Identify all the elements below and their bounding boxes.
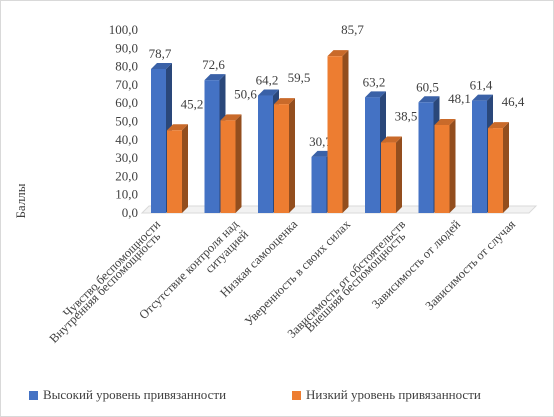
x-category-label: Зависимость от обстоятельств (285, 217, 409, 341)
y-tick-label: 100,0 (109, 22, 138, 37)
bar-top (274, 98, 295, 105)
bar-top (258, 89, 279, 96)
legend-label-low: Низкий уровень привязанности (306, 387, 481, 402)
legend-item-low: Низкий уровень привязанности (292, 387, 481, 403)
bar (151, 68, 166, 213)
data-label: 38,5 (395, 109, 418, 124)
bar-top (151, 62, 172, 69)
data-label: 61,4 (470, 78, 493, 93)
legend: Высокий уровень привязанности Низкий уро… (1, 387, 554, 409)
data-label: 45,2 (181, 96, 204, 111)
bar-side (235, 114, 242, 213)
bar (488, 128, 503, 213)
x-category-label: Внутренняя беспомощность (47, 229, 164, 346)
bar-side (396, 136, 402, 213)
bar-top (365, 91, 386, 98)
data-label: 60,5 (416, 79, 439, 94)
data-label: 85,7 (341, 22, 364, 37)
data-label: 59,5 (288, 70, 311, 85)
y-tick-label: 50,0 (115, 114, 138, 129)
y-tick-label: 70,0 (115, 77, 138, 92)
y-tick-label: 80,0 (115, 59, 138, 74)
data-label: 50,6 (234, 86, 257, 101)
bar (258, 95, 273, 213)
y-tick-label: 90,0 (115, 40, 138, 55)
bar (365, 97, 380, 213)
bar-side (342, 50, 349, 213)
bar-side (503, 122, 509, 213)
data-label: 72,6 (202, 57, 225, 72)
bar-top (488, 122, 509, 129)
bar-top (220, 114, 242, 121)
data-label: 48,1 (448, 91, 471, 106)
y-tick-label: 30,0 (115, 150, 138, 165)
bar-top (418, 96, 440, 103)
bar-top (167, 124, 188, 131)
y-tick-label: 10,0 (115, 187, 138, 202)
data-label: 63,2 (363, 74, 386, 89)
bar-top (327, 50, 349, 57)
bar (472, 100, 487, 213)
data-label: 64,2 (256, 73, 279, 88)
bar-side (289, 98, 295, 213)
bar (434, 124, 450, 213)
data-label: 30,7 (309, 134, 332, 149)
legend-swatch-high (29, 390, 38, 400)
bar-side (449, 118, 456, 213)
data-label: 78,7 (149, 46, 172, 61)
x-category-label: Зависимость от случая (422, 217, 518, 313)
bar-top (204, 74, 226, 81)
data-label: 46,4 (502, 94, 525, 109)
bar-top (311, 150, 333, 157)
bar (204, 80, 220, 213)
legend-item-high: Высокий уровень привязанности (29, 387, 226, 403)
y-tick-label: 40,0 (115, 132, 138, 147)
bar (418, 102, 434, 213)
bar-side (182, 124, 188, 213)
bar (220, 120, 236, 213)
legend-swatch-low (292, 390, 301, 400)
y-tick-label: 20,0 (115, 168, 138, 183)
legend-label-high: Высокий уровень привязанности (43, 387, 227, 402)
bar-top (472, 94, 493, 101)
bar (381, 142, 396, 213)
y-tick-label: 0,0 (122, 205, 138, 220)
bar-top (381, 136, 402, 143)
bar-top (434, 118, 456, 125)
bar (167, 130, 182, 213)
bar (327, 56, 343, 213)
y-axis-label: Баллы (13, 183, 28, 218)
bar-chart: Баллы 0,0 10,0 20,0 30,0 40,0 50,0 60,0 70,0 80,0… (13, 22, 538, 346)
bar (311, 156, 327, 213)
bar (274, 104, 289, 213)
y-tick-label: 60,0 (115, 95, 138, 110)
x-category-label: Уверенность в своих силах (242, 217, 354, 329)
